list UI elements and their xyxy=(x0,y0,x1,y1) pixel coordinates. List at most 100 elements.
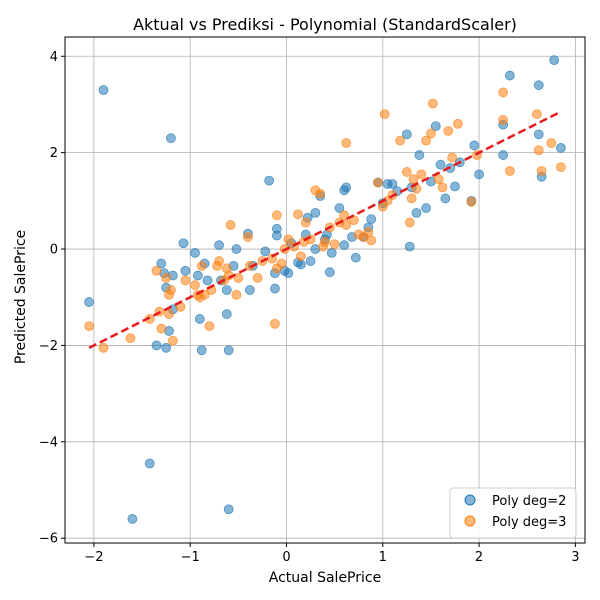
data-point xyxy=(144,458,155,469)
data-point xyxy=(427,98,438,109)
data-point xyxy=(225,220,236,230)
data-point xyxy=(329,239,340,250)
data-point xyxy=(276,258,287,269)
data-point xyxy=(84,321,94,332)
data-point xyxy=(231,289,242,300)
y-tick-label: 0 xyxy=(50,243,58,258)
data-point xyxy=(214,240,224,251)
data-point xyxy=(440,193,451,204)
data-point xyxy=(204,321,215,332)
data-point xyxy=(401,167,412,177)
data-point xyxy=(466,196,477,207)
y-tick-label: −4 xyxy=(39,435,58,450)
data-point xyxy=(421,135,432,146)
data-point xyxy=(341,220,352,230)
legend-marker-poly-deg-2 xyxy=(464,494,476,506)
data-point xyxy=(151,265,162,276)
data-point xyxy=(167,335,178,346)
data-point xyxy=(531,109,542,120)
data-point xyxy=(305,256,316,266)
data-point xyxy=(395,135,406,146)
data-point xyxy=(221,309,232,319)
data-point xyxy=(296,259,306,270)
data-point xyxy=(546,138,557,148)
data-point xyxy=(533,145,544,156)
data-point xyxy=(379,109,390,120)
data-point xyxy=(196,345,207,356)
data-point xyxy=(98,342,109,353)
data-point xyxy=(190,247,200,258)
data-point xyxy=(426,128,436,139)
data-point xyxy=(166,285,176,295)
data-point xyxy=(433,174,444,185)
y-tick-label: 2 xyxy=(50,146,58,161)
x-tick-label: 1 xyxy=(379,550,387,565)
x-tick-label: −1 xyxy=(181,550,200,565)
x-tick-label: 2 xyxy=(475,550,483,565)
data-point xyxy=(469,140,480,151)
data-point xyxy=(196,261,207,271)
data-point xyxy=(504,70,515,81)
data-point xyxy=(437,182,448,193)
data-point xyxy=(450,181,460,192)
data-point xyxy=(192,270,203,281)
data-point xyxy=(315,188,326,199)
data-point xyxy=(202,275,213,286)
data-point xyxy=(180,275,191,286)
data-point xyxy=(404,217,415,228)
legend-label-poly-deg-3: Poly deg=3 xyxy=(492,515,566,530)
data-point xyxy=(127,514,138,524)
data-point xyxy=(164,309,174,319)
data-point xyxy=(283,268,294,279)
data-point xyxy=(341,182,352,193)
data-point xyxy=(161,273,172,283)
data-point xyxy=(180,265,191,276)
plot-area-frame xyxy=(64,36,586,544)
data-point xyxy=(435,159,446,170)
data-point xyxy=(151,340,162,351)
data-point xyxy=(447,152,458,163)
data-point xyxy=(300,217,311,228)
data-point xyxy=(404,241,415,252)
y-axis-title: Predicted SalePrice xyxy=(13,230,29,364)
reference-line xyxy=(88,110,562,349)
legend: Poly deg=2 Poly deg=3 xyxy=(449,487,577,539)
data-point xyxy=(366,235,377,246)
data-point xyxy=(231,244,242,254)
grid-lines xyxy=(65,37,585,543)
data-point xyxy=(161,342,172,353)
x-axis-title: Actual SalePrice xyxy=(269,570,381,586)
data-point xyxy=(414,150,425,160)
data-point xyxy=(199,289,210,300)
data-point xyxy=(223,504,234,515)
data-point xyxy=(401,129,412,140)
data-point xyxy=(443,126,454,136)
data-point xyxy=(430,121,441,132)
data-point xyxy=(350,252,361,263)
data-point xyxy=(406,193,417,204)
data-point xyxy=(416,169,427,180)
data-point xyxy=(98,85,109,95)
data-point xyxy=(252,273,263,283)
data-point xyxy=(363,227,374,238)
data-point xyxy=(408,174,419,185)
legend-box xyxy=(449,487,577,539)
data-point xyxy=(334,203,345,213)
data-point xyxy=(452,118,463,129)
data-point xyxy=(421,203,432,213)
data-point xyxy=(214,256,224,266)
data-point xyxy=(474,169,484,180)
data-point xyxy=(498,114,509,125)
y-tick-label: −2 xyxy=(39,339,58,354)
y-tick-label: −6 xyxy=(39,532,58,547)
data-point xyxy=(411,207,422,218)
data-point xyxy=(190,280,200,291)
data-point xyxy=(156,323,167,334)
data-point xyxy=(339,240,350,251)
data-point xyxy=(271,210,282,221)
data-point xyxy=(556,162,566,173)
data-point xyxy=(293,209,303,220)
data-point xyxy=(194,314,205,324)
axis-ticks: −2 −1 0 1 2 3 −6 −4 −2 0 2 4 xyxy=(39,50,580,565)
